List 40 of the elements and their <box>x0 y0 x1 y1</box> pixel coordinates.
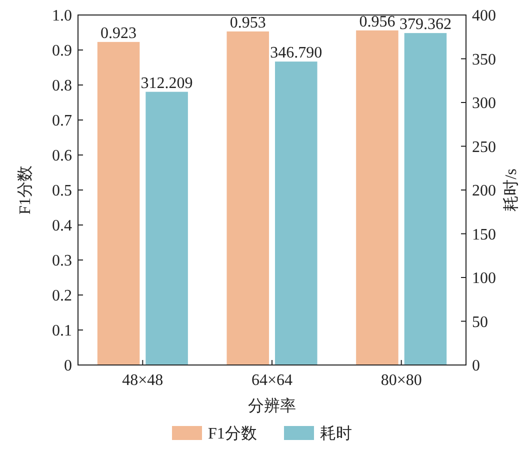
y2-tick-label: 50 <box>472 314 488 331</box>
y-tick-label: 0.5 <box>52 182 72 200</box>
legend-label: 耗时 <box>320 424 352 443</box>
x-tick-label: 80×80 <box>380 372 422 389</box>
x-tick-label: 48×48 <box>122 372 164 389</box>
data-label: 312.209 <box>140 74 193 92</box>
y2-tick-label: 200 <box>472 182 496 200</box>
bar <box>404 33 447 365</box>
x-tick-label: 64×64 <box>251 372 293 389</box>
y-tick-label: 0 <box>64 358 72 375</box>
y2-tick-label: 400 <box>472 8 496 25</box>
bar <box>226 31 269 365</box>
data-label: 346.790 <box>270 44 322 62</box>
y2-tick-label: 300 <box>472 95 496 112</box>
y-tick-label: 0.6 <box>52 148 72 165</box>
y-tick-label: 1.0 <box>52 8 72 25</box>
data-label: 0.956 <box>359 13 396 30</box>
y2-tick-label: 0 <box>472 358 480 375</box>
y-tick-label: 0.9 <box>52 42 72 60</box>
bar <box>356 30 398 365</box>
y2-axis-title: 耗时/s <box>502 168 520 212</box>
y-tick-label: 0.2 <box>52 288 72 305</box>
bar <box>275 62 318 365</box>
y-axis-title: F1分数 <box>17 166 34 214</box>
bar <box>97 42 140 365</box>
y2-tick-label: 250 <box>472 138 496 156</box>
data-label: 0.953 <box>230 14 266 32</box>
data-label: 379.362 <box>399 16 452 34</box>
y-tick-label: 0.7 <box>52 112 72 130</box>
legend-label: F1分数 <box>208 426 257 443</box>
y-tick-label: 0.8 <box>52 78 72 95</box>
y-tick-label: 0.4 <box>52 218 72 235</box>
bar <box>146 92 188 365</box>
y2-tick-label: 100 <box>472 270 496 288</box>
x-axis-title: 分辨率 <box>248 397 296 415</box>
y-tick-label: 0.1 <box>52 322 72 340</box>
y-tick-label: 0.3 <box>52 252 72 270</box>
y2-tick-label: 350 <box>472 51 496 68</box>
data-label: 0.923 <box>100 24 137 42</box>
y2-tick-label: 150 <box>472 226 496 244</box>
